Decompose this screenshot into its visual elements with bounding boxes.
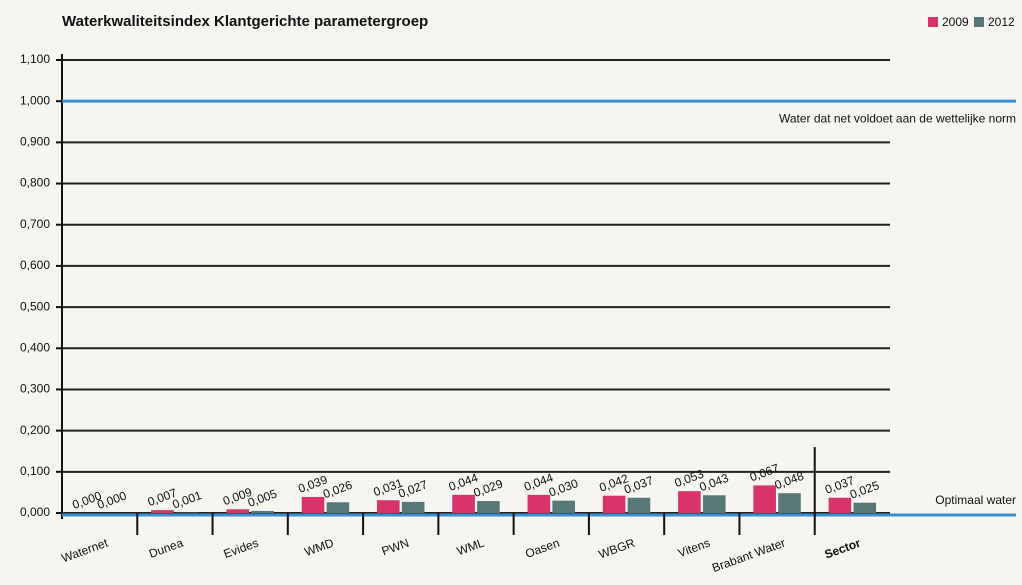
legend-label: 2009: [942, 15, 969, 29]
y-tick-label: 1,000: [20, 93, 50, 107]
x-tick-label: Dunea: [147, 536, 185, 561]
bar: [377, 500, 400, 513]
y-tick-label: 0,400: [20, 340, 50, 354]
value-label: 0,000: [95, 488, 128, 512]
y-tick-label: 0,800: [20, 176, 50, 190]
x-tick-label: Sector: [823, 536, 863, 562]
legend-label: 2012: [988, 15, 1015, 29]
bar: [678, 491, 701, 513]
legend-swatch: [974, 17, 984, 27]
x-tick-label: Vitens: [676, 536, 712, 560]
reference-label: Optimaal water: [935, 493, 1016, 507]
bar: [853, 502, 877, 513]
y-tick-label: 0,100: [20, 464, 50, 478]
x-tick-label: PWN: [380, 536, 411, 559]
chart-title: Waterkwaliteitsindex Klantgerichte param…: [62, 13, 428, 30]
x-tick-label: Brabant Water: [710, 536, 787, 575]
y-tick-label: 0,300: [20, 382, 50, 396]
x-tick-label: WMD: [303, 536, 336, 560]
x-tick-label: WBGR: [597, 536, 637, 562]
legend-swatch: [928, 17, 938, 27]
bar: [778, 493, 801, 513]
bar: [401, 501, 425, 513]
bar: [301, 496, 325, 513]
bar: [702, 495, 726, 513]
bar: [326, 502, 350, 513]
bar: [828, 497, 852, 513]
bar: [552, 500, 575, 513]
x-tick-label: Oasen: [523, 536, 561, 561]
x-tick-label: Waternet: [60, 535, 111, 565]
x-tick-label: Evides: [222, 536, 261, 561]
bar: [602, 495, 626, 513]
bar: [452, 494, 475, 513]
bar: [527, 494, 551, 513]
bar: [627, 497, 651, 513]
bar: [753, 485, 776, 513]
y-tick-label: 0,600: [20, 258, 50, 272]
bar: [251, 510, 274, 513]
bar: [477, 501, 500, 513]
bar: [226, 509, 250, 513]
x-tick-label: WML: [455, 536, 486, 559]
y-tick-label: 0,000: [20, 505, 50, 519]
y-tick-label: 0,200: [20, 423, 50, 437]
y-tick-label: 0,500: [20, 299, 50, 313]
y-tick-label: 0,900: [20, 135, 50, 149]
reference-label: Water dat net voldoet aan de wettelijke …: [779, 111, 1016, 125]
y-tick-label: 1,100: [20, 52, 50, 66]
bar: [151, 510, 174, 513]
y-tick-label: 0,700: [20, 217, 50, 231]
